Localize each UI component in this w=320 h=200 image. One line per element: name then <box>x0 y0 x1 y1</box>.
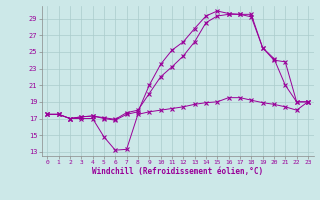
X-axis label: Windchill (Refroidissement éolien,°C): Windchill (Refroidissement éolien,°C) <box>92 167 263 176</box>
